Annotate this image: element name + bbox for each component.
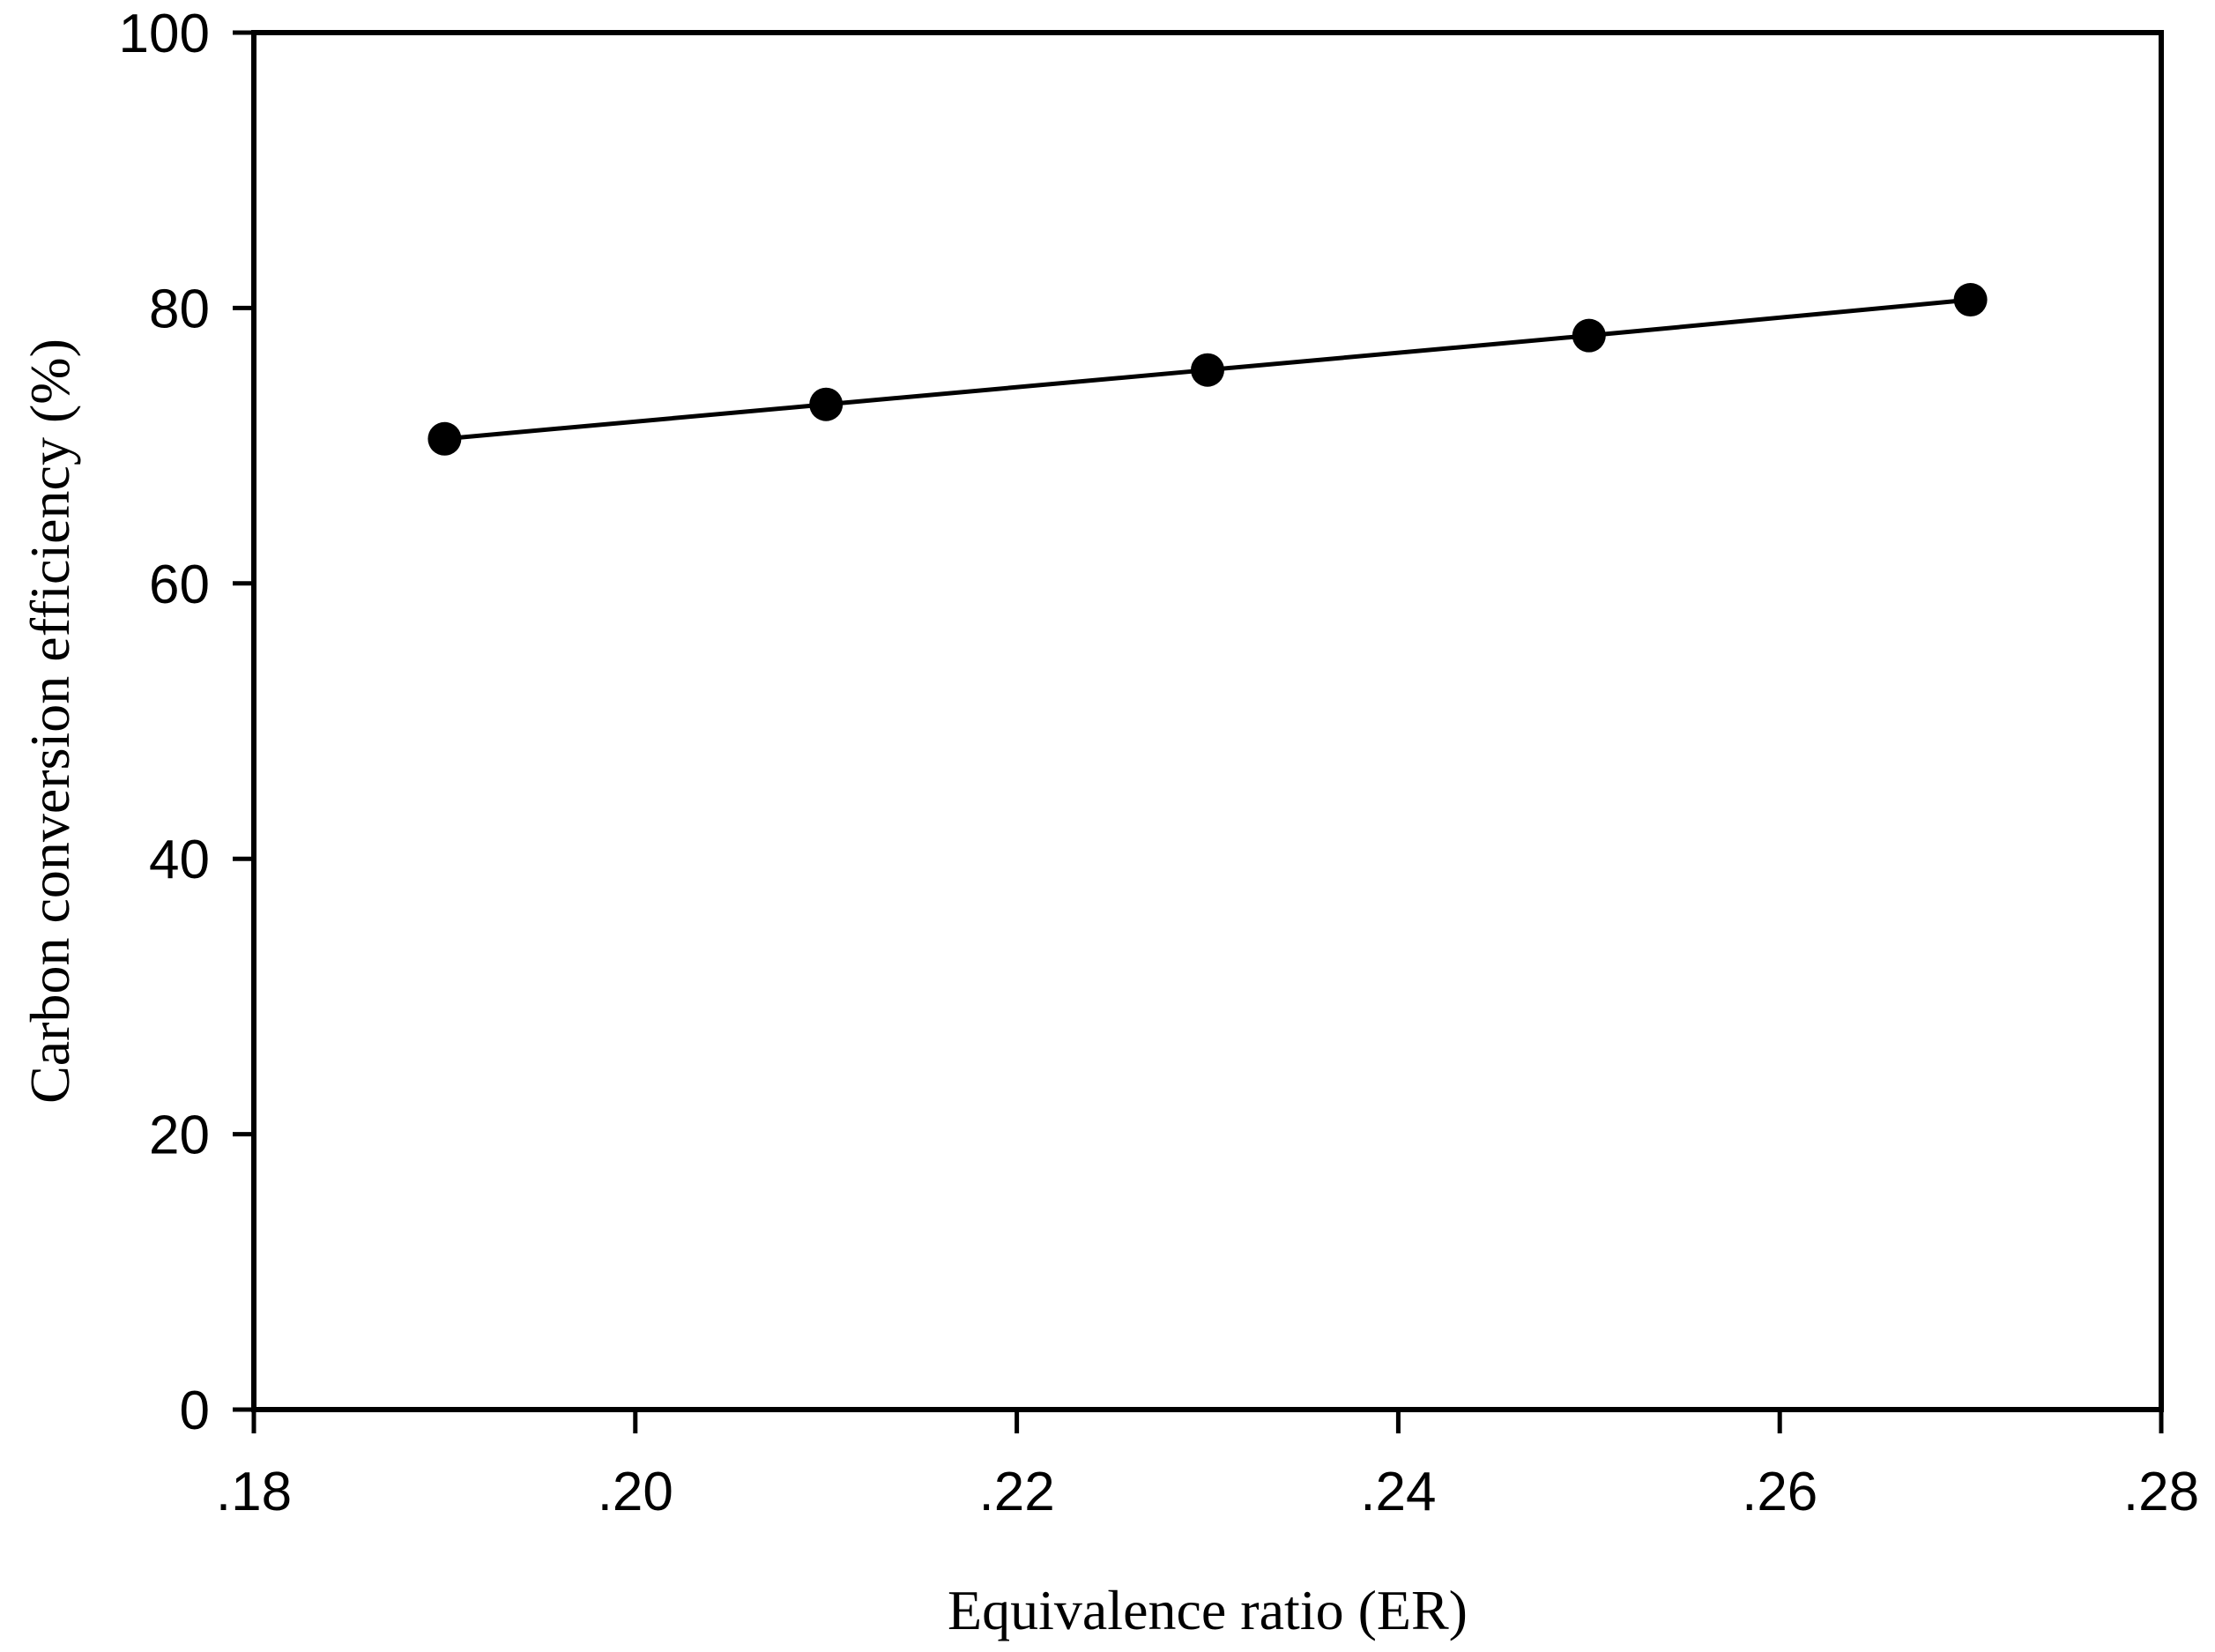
- y-tick-label: 80: [149, 279, 210, 339]
- data-point-marker: [1191, 353, 1224, 387]
- y-tick-label: 40: [149, 830, 210, 890]
- plot-area: 0 20 40 60 80 100 .18 .20 .22 .24 .26 .28: [119, 4, 2200, 1522]
- data-point-marker: [1572, 318, 1606, 353]
- data-point-marker: [809, 387, 844, 421]
- x-tick-label: .22: [978, 1462, 1054, 1522]
- x-tick-label: .26: [1742, 1462, 1817, 1522]
- x-tick-label: .24: [1360, 1462, 1436, 1522]
- x-tick-label: .18: [216, 1462, 292, 1522]
- y-tick-label: 0: [180, 1380, 210, 1441]
- y-tick-label: 20: [149, 1105, 210, 1166]
- data-point-marker: [1953, 283, 1988, 317]
- y-tick-label: 60: [149, 554, 210, 615]
- x-axis-title: Equivalence ratio (ER): [948, 1579, 1468, 1641]
- x-tick-label: .28: [2123, 1462, 2199, 1522]
- plot-frame: [251, 30, 2164, 1412]
- y-tick-label: 100: [119, 4, 210, 64]
- x-tick-label: .20: [598, 1462, 673, 1522]
- y-axis-title: Carbon conversion efficiency (%): [19, 339, 81, 1104]
- data-point-marker: [427, 421, 462, 456]
